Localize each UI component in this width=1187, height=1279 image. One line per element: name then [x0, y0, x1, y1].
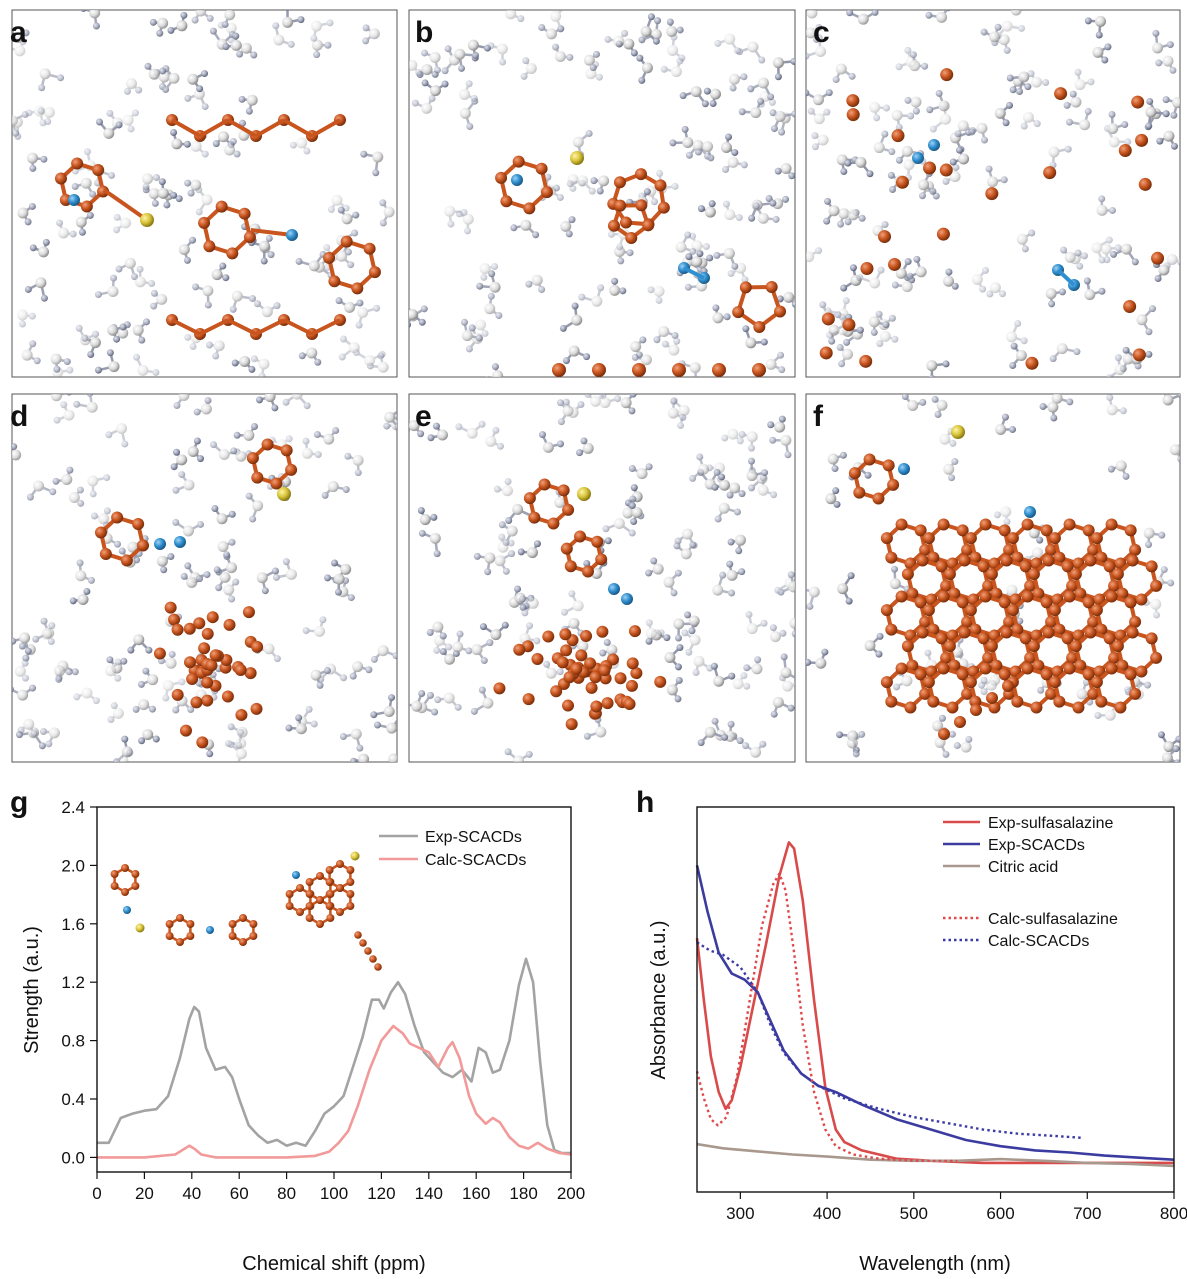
- x-tick-label-800: 800: [1160, 1204, 1187, 1223]
- legend-label-calc-sulfasalazine: Calc-sulfasalazine: [988, 911, 1118, 928]
- nmr-y-axis-title: Strength (a.u.): [21, 926, 43, 1054]
- x-tick-label-160: 160: [462, 1184, 490, 1203]
- legend-label-calc-scacds: Calc-SCACDs: [425, 852, 526, 869]
- x-tick-label-80: 80: [277, 1184, 296, 1203]
- y-tick-label-2.0: 2.0: [61, 856, 85, 875]
- y-tick-label-0.4: 0.4: [61, 1090, 85, 1109]
- x-tick-label-120: 120: [367, 1184, 395, 1203]
- x-tick-label-20: 20: [135, 1184, 154, 1203]
- panel-label-f: f: [813, 400, 824, 433]
- nmr-spectrum-chart: 0 20 40 60 80 100 120 140 160 180 200 0.0 0.4 0.8 1.2 1…: [21, 798, 585, 1275]
- panel-label-d: d: [10, 400, 28, 433]
- x-tick-label-500: 500: [900, 1204, 928, 1223]
- x-tick-label-200: 200: [557, 1184, 585, 1203]
- snapshot-panel-c: [805, 9, 1181, 378]
- series-line-calc-scacds: [97, 1024, 572, 1159]
- absorbance-plot-frame: [696, 806, 1175, 1193]
- panel-label-g: g: [10, 786, 28, 819]
- nmr-inset-molecule: [110, 851, 382, 971]
- x-tick-label-400: 400: [813, 1204, 841, 1223]
- x-tick-label-300: 300: [726, 1204, 754, 1223]
- x-tick-label-60: 60: [230, 1184, 249, 1203]
- legend-label-exp-scacds-h: Exp-SCACDs: [988, 837, 1085, 854]
- x-tick-label-140: 140: [415, 1184, 443, 1203]
- absorbance-axis-ticks: 300 400 500 600 700 800: [726, 1192, 1187, 1223]
- x-tick-label-100: 100: [320, 1184, 348, 1203]
- x-tick-label-0: 0: [92, 1184, 101, 1203]
- panel-label-h: h: [636, 786, 654, 819]
- series-line-exp-scacds: [97, 957, 571, 1155]
- nmr-legend: Exp-SCACDs Calc-SCACDs: [379, 829, 526, 869]
- x-tick-label-180: 180: [509, 1184, 537, 1203]
- nmr-series-lines: [97, 957, 572, 1159]
- nmr-axis-ticks: 0 20 40 60 80 100 120 140 160 180 200 0.0 0.4 0.8 1.2 1…: [61, 798, 585, 1203]
- panel-label-a: a: [10, 16, 27, 49]
- nmr-x-axis-title: Chemical shift (ppm): [242, 1253, 425, 1275]
- series-line-citric-acid: [696, 1142, 1175, 1168]
- x-tick-label-600: 600: [986, 1204, 1014, 1223]
- series-line-exp-sulfasalazine: [695, 841, 1174, 1165]
- absorbance-chart: 300 400 500 600 700 800 Wavelength (nm) Absor…: [648, 806, 1187, 1275]
- x-tick-label-40: 40: [182, 1184, 201, 1203]
- snapshot-panel-e: [408, 393, 796, 763]
- series-line-exp-scacds: [695, 865, 1175, 1161]
- snapshot-panel-f: [805, 393, 1181, 763]
- y-tick-label-2.4: 2.4: [61, 798, 85, 817]
- legend-label-citric-acid: Citric acid: [988, 859, 1058, 876]
- absorbance-x-axis-title: Wavelength (nm): [859, 1253, 1011, 1275]
- snapshot-panel-a: [11, 9, 398, 378]
- panel-label-c: c: [813, 16, 830, 49]
- absorbance-series-lines: [695, 841, 1175, 1168]
- y-tick-label-0.8: 0.8: [61, 1032, 85, 1051]
- absorbance-legend: Exp-sulfasalazine Exp-SCACDs Citric acid…: [943, 815, 1118, 950]
- panel-label-b: b: [415, 16, 433, 49]
- y-tick-label-0.0: 0.0: [61, 1148, 85, 1167]
- snapshot-panel-d: [11, 393, 398, 763]
- y-tick-label-1.2: 1.2: [61, 973, 85, 992]
- x-tick-label-700: 700: [1073, 1204, 1101, 1223]
- snapshot-panel-b: [408, 9, 796, 378]
- legend-label-exp-sulfasalazine: Exp-sulfasalazine: [988, 815, 1114, 832]
- legend-label-calc-scacds-h: Calc-SCACDs: [988, 933, 1089, 950]
- y-tick-label-1.6: 1.6: [61, 915, 85, 934]
- legend-label-exp-scacds: Exp-SCACDs: [425, 829, 522, 846]
- series-line-calc-sulfasalazine: [695, 872, 958, 1162]
- panel-label-e: e: [415, 400, 432, 433]
- series-line-calc-scacds: [696, 941, 1083, 1140]
- nmr-plot-frame: [96, 806, 572, 1173]
- absorbance-y-axis-title: Absorbance (a.u.): [648, 921, 670, 1080]
